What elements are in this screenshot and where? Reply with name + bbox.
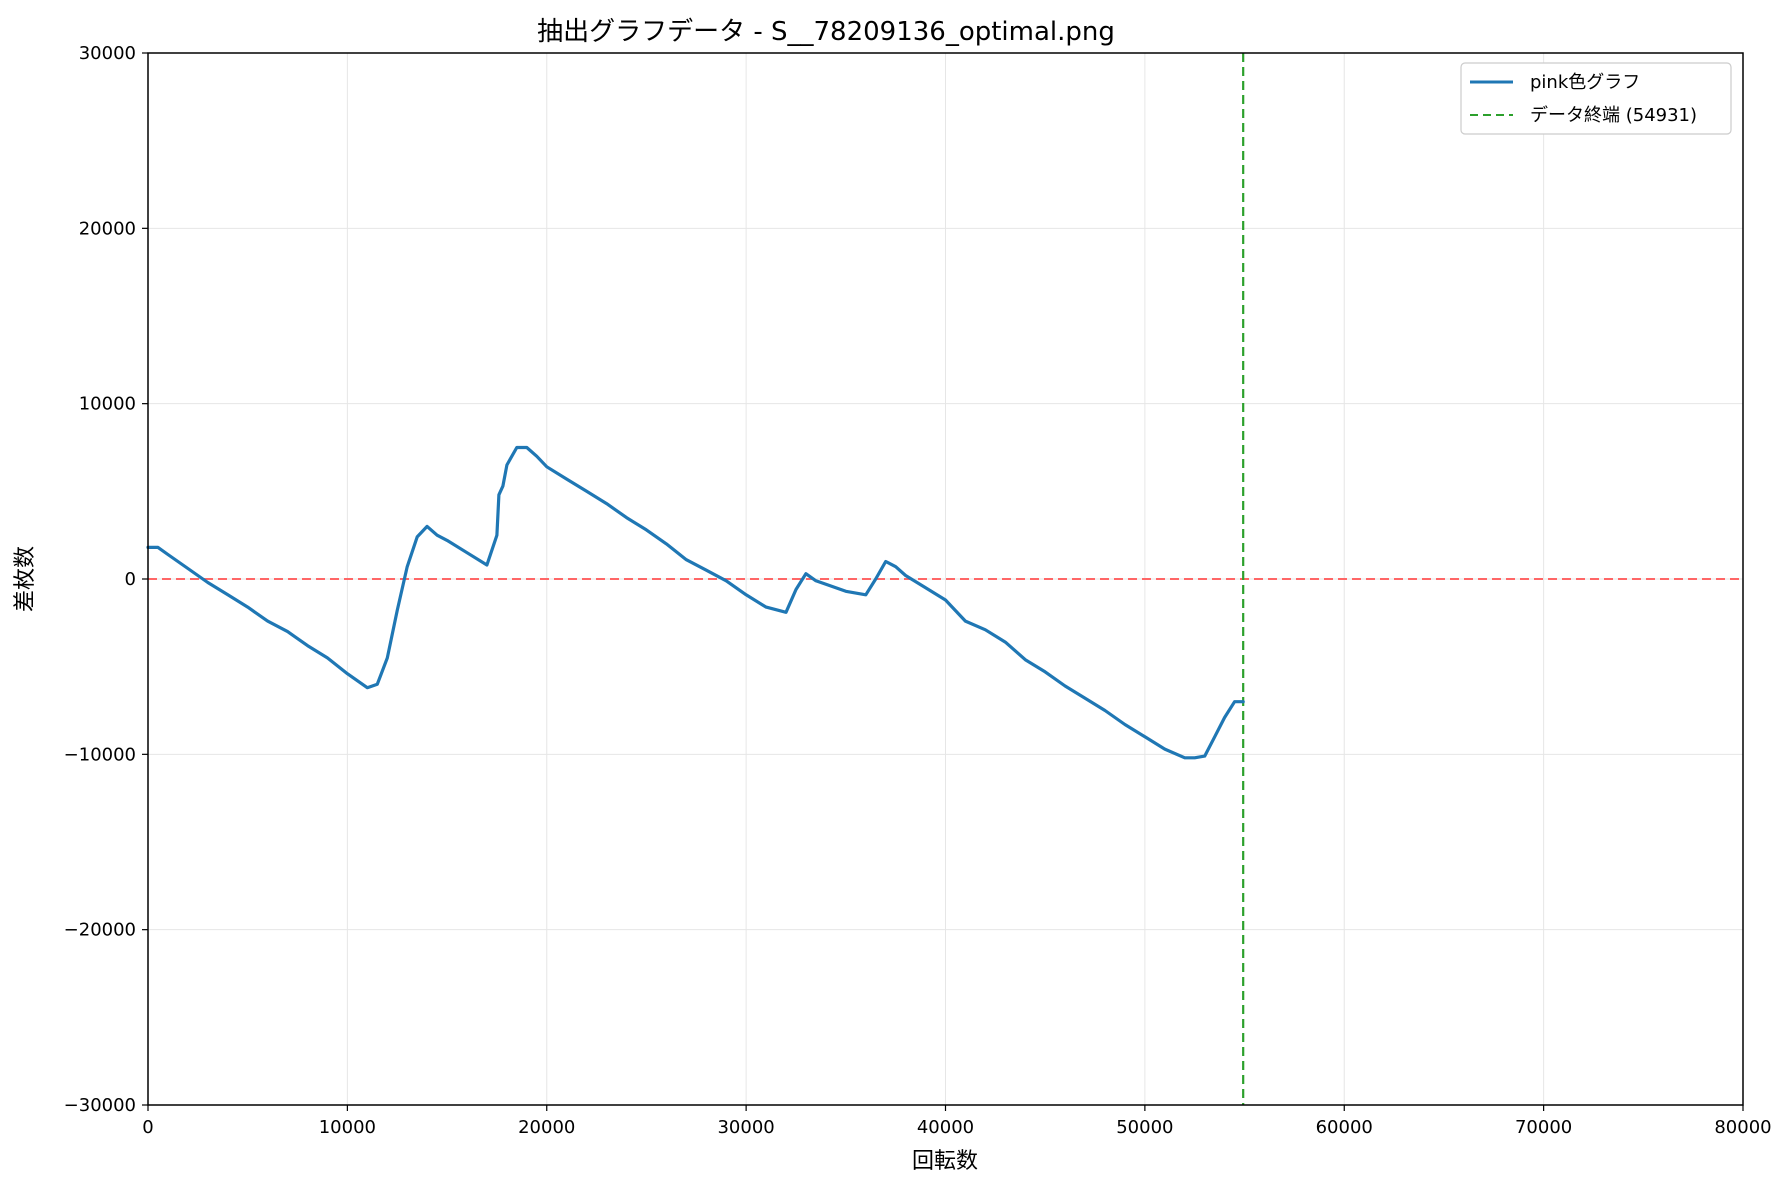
x-tick-label: 80000 bbox=[1714, 1117, 1771, 1138]
reference-lines bbox=[148, 53, 1743, 1105]
x-tick-label: 40000 bbox=[917, 1117, 974, 1138]
y-tick-label: 10000 bbox=[79, 394, 136, 415]
x-tick-label: 50000 bbox=[1116, 1117, 1173, 1138]
series-group bbox=[146, 445, 1245, 760]
y-tick-label: 30000 bbox=[79, 43, 136, 64]
y-tick-label: −20000 bbox=[64, 920, 136, 941]
x-tick-label: 70000 bbox=[1515, 1117, 1572, 1138]
y-axis-ticks: −30000 −20000 −10000 0 10000 20000 30000 bbox=[64, 43, 148, 1116]
x-tick-label: 10000 bbox=[319, 1117, 376, 1138]
x-tick-label: 60000 bbox=[1316, 1117, 1373, 1138]
y-tick-label: 0 bbox=[125, 569, 136, 590]
x-axis-ticks: 0 10000 20000 30000 40000 50000 60000 70000 8000… bbox=[142, 1105, 1772, 1138]
legend-label-data-end: データ終端 (54931) bbox=[1530, 105, 1697, 126]
x-tick-label: 0 bbox=[142, 1117, 153, 1138]
legend: pink色グラフ データ終端 (54931) bbox=[1460, 62, 1732, 135]
x-tick-label: 30000 bbox=[717, 1117, 774, 1138]
legend-box bbox=[1460, 62, 1732, 135]
x-tick-label: 20000 bbox=[518, 1117, 575, 1138]
y-axis-label: 差枚数 bbox=[13, 546, 38, 612]
series-line bbox=[146, 445, 1245, 760]
chart-title: 抽出グラフデータ - S__78209136_optimal.png bbox=[537, 17, 1115, 47]
x-axis-label: 回転数 bbox=[912, 1149, 978, 1174]
y-tick-label: −30000 bbox=[64, 1095, 136, 1116]
y-tick-label: −10000 bbox=[64, 744, 136, 765]
legend-label-series: pink色グラフ bbox=[1530, 72, 1640, 93]
y-tick-label: 20000 bbox=[79, 218, 136, 239]
